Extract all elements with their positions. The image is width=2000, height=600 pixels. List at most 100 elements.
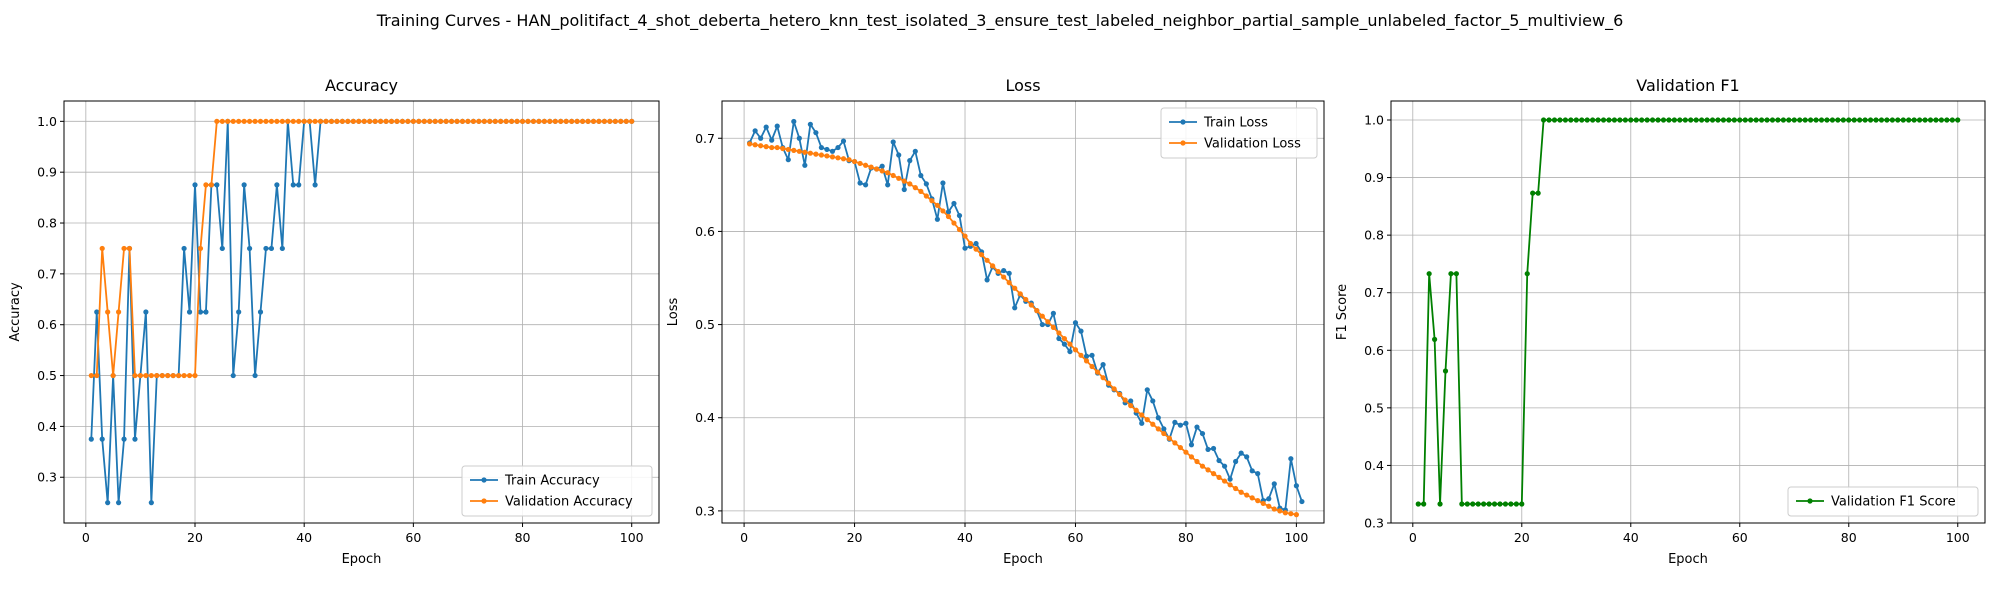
data-point [912, 185, 918, 191]
data-point [443, 118, 449, 124]
x-tick-label: 20 [187, 530, 203, 545]
data-point [487, 118, 493, 124]
data-point [1535, 190, 1541, 196]
data-point [317, 118, 324, 124]
y-tick-label: 0.5 [37, 368, 57, 383]
x-tick-label: 100 [1946, 530, 1970, 545]
y-tick-label: 1.0 [37, 114, 57, 129]
data-point [552, 118, 558, 124]
data-point [752, 128, 758, 134]
data-point [863, 182, 869, 188]
data-point [940, 180, 946, 186]
data-point [956, 226, 963, 233]
data-point [1709, 117, 1716, 123]
data-point [1227, 482, 1233, 488]
data-point [1938, 117, 1944, 123]
data-point [1039, 313, 1045, 319]
y-tick-label: 0.6 [695, 224, 715, 239]
data-point [1067, 348, 1073, 355]
data-point [1188, 442, 1195, 448]
data-point [1233, 458, 1239, 465]
data-point [99, 436, 105, 442]
data-point [585, 118, 591, 124]
data-point [1050, 310, 1056, 316]
data-point [774, 123, 780, 129]
data-point [1900, 117, 1906, 123]
data-point [1715, 117, 1721, 123]
series-0 [1415, 117, 1961, 507]
data-point [1459, 501, 1465, 507]
legend-swatch-marker [1180, 119, 1186, 125]
data-point [769, 144, 775, 151]
data-point [148, 500, 154, 506]
data-point [813, 151, 819, 157]
y-tick-label: 0.5 [695, 317, 715, 332]
data-point [1791, 117, 1797, 123]
data-point [923, 193, 929, 199]
data-point [1282, 510, 1288, 516]
x-tick-label: 0 [82, 530, 90, 545]
data-point [1177, 422, 1183, 428]
data-point [1671, 117, 1677, 123]
data-point [1238, 450, 1244, 456]
data-point [268, 118, 275, 124]
data-point [121, 245, 127, 252]
y-tick-label: 0.9 [37, 165, 57, 180]
data-point [197, 309, 204, 315]
data-point [367, 118, 373, 124]
series-line [91, 120, 632, 377]
data-point [1693, 117, 1699, 123]
chart-panels: 0 20 40 60 80 100 0.3 0.4 0.5 0.6 0.7 0.8 0.9 1.0 Accu… [8, 76, 1986, 567]
chart-panel-1: 0 20 40 60 80 100 0.3 0.4 0.5 0.6 0.7 Loss Epoch Loss… [666, 76, 1325, 567]
data-point [94, 309, 100, 315]
data-point [1249, 495, 1255, 501]
data-point [1688, 117, 1694, 123]
data-point [214, 182, 220, 188]
data-point [126, 245, 133, 252]
data-point [307, 118, 313, 124]
data-point [612, 118, 618, 124]
data-point [1139, 412, 1145, 418]
x-tick-label: 100 [620, 530, 644, 545]
data-point [1448, 271, 1454, 277]
data-point [1704, 117, 1710, 123]
data-point [851, 158, 858, 165]
data-point [1617, 117, 1623, 123]
data-point [807, 150, 813, 156]
data-point [1111, 386, 1117, 392]
data-point [747, 141, 753, 147]
data-point [1166, 435, 1172, 441]
data-point [1562, 117, 1568, 123]
data-point [1017, 291, 1023, 297]
data-point [1072, 320, 1079, 326]
data-point [1546, 117, 1552, 123]
data-point [1639, 117, 1645, 123]
data-point [1464, 501, 1470, 507]
data-point [388, 118, 395, 124]
data-point [1139, 420, 1145, 426]
data-point [1056, 335, 1062, 342]
data-point [780, 145, 786, 152]
x-tick-label: 0 [740, 530, 748, 545]
data-point [296, 118, 302, 124]
data-point [1628, 117, 1634, 123]
data-point [1611, 117, 1618, 123]
data-point [1056, 330, 1062, 336]
data-point [263, 245, 269, 252]
data-point [1889, 117, 1895, 123]
data-point [197, 245, 204, 252]
data-point [503, 118, 509, 124]
data-point [394, 118, 400, 124]
data-point [257, 309, 264, 315]
data-point [596, 118, 602, 124]
data-point [225, 118, 231, 124]
data-point [247, 118, 253, 124]
data-point [1606, 117, 1612, 123]
data-point [1579, 117, 1585, 123]
data-point [1221, 478, 1228, 484]
data-point [279, 118, 285, 124]
data-point [99, 245, 105, 252]
data-point [1045, 319, 1051, 325]
data-point [984, 257, 990, 263]
data-point [769, 137, 775, 143]
